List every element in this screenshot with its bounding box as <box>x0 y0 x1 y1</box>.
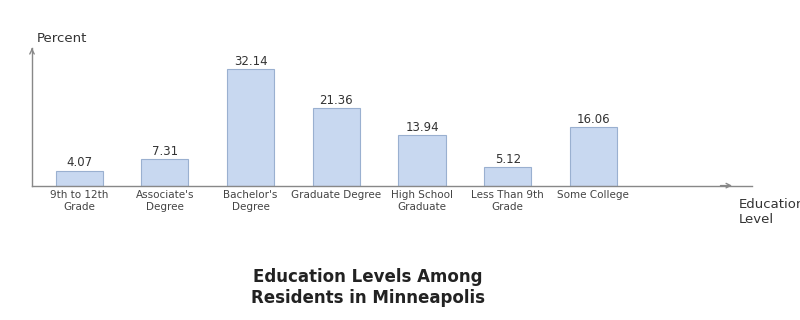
Text: 4.07: 4.07 <box>66 156 92 169</box>
Text: 32.14: 32.14 <box>234 55 267 68</box>
Text: Education Levels Among
Residents in Minneapolis: Education Levels Among Residents in Minn… <box>251 268 485 307</box>
Text: 13.94: 13.94 <box>405 121 439 134</box>
Bar <box>227 69 274 186</box>
Bar <box>398 135 446 186</box>
Bar <box>484 167 531 186</box>
Text: 21.36: 21.36 <box>319 94 353 107</box>
Text: Percent: Percent <box>36 32 86 45</box>
Text: 5.12: 5.12 <box>494 153 521 166</box>
Bar <box>142 159 189 186</box>
Text: 16.06: 16.06 <box>577 113 610 126</box>
Bar <box>55 171 102 186</box>
Bar <box>313 108 360 186</box>
Text: Education
Level: Education Level <box>739 198 800 226</box>
Text: 7.31: 7.31 <box>152 145 178 158</box>
Bar <box>570 127 617 186</box>
